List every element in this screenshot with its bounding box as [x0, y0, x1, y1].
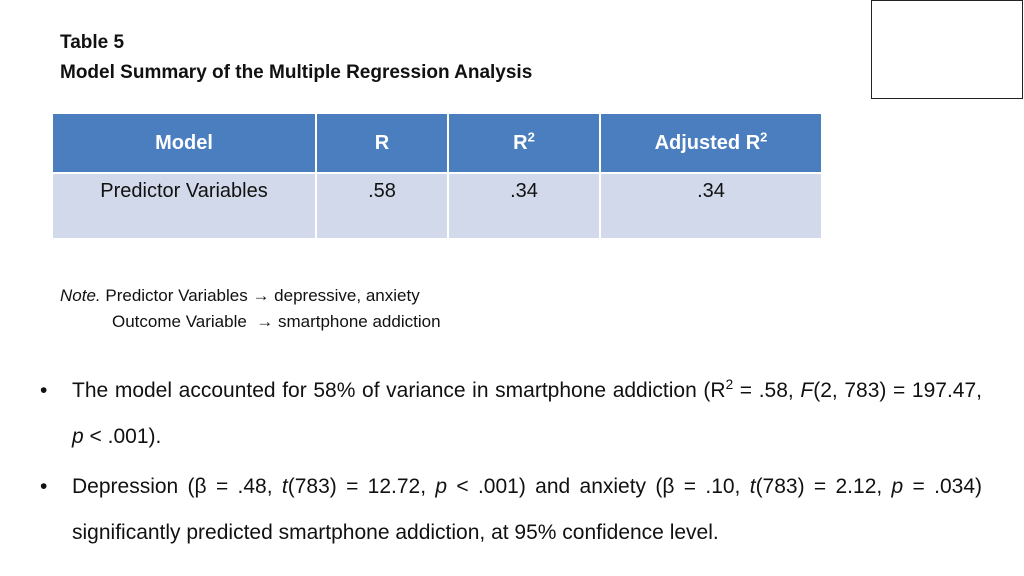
table-caption: Model Summary of the Multiple Regression…: [60, 62, 533, 83]
header-r2: R2: [447, 112, 601, 174]
cell-r: .58: [315, 172, 449, 240]
bullet-list: • The model accounted for 58% of varianc…: [40, 368, 982, 560]
bullet-item-1: • The model accounted for 58% of varianc…: [40, 368, 982, 460]
note-label: Note.: [60, 286, 101, 305]
header-model: Model: [51, 112, 317, 174]
cell-adjusted-r2: .34: [599, 172, 823, 240]
table-number: Table 5: [60, 32, 125, 53]
cell-model: Predictor Variables: [51, 172, 317, 240]
header-adjusted-r2: Adjusted R2: [599, 112, 823, 174]
corner-box: [871, 0, 1023, 99]
bullet-text-2: Depression (β = .48, t(783) = 12.72, p <…: [72, 475, 982, 544]
table-note: Note. Predictor Variables → depressive, …: [60, 283, 441, 335]
bullet-dot: •: [40, 475, 48, 498]
table-header-row: Model R R2 Adjusted R2: [51, 112, 823, 174]
bullet-text-1: The model accounted for 58% of variance …: [72, 377, 994, 448]
note-line-1: Note. Predictor Variables → depressive, …: [60, 286, 420, 305]
model-summary-table: Model R R2 Adjusted R2 Predictor Variabl…: [51, 112, 823, 240]
table-title: Table 5 Model Summary of the Multiple Re…: [60, 28, 532, 88]
cell-r2: .34: [447, 172, 601, 240]
bullet-dot: •: [40, 379, 48, 402]
bullet-item-2: • Depression (β = .48, t(783) = 12.72, p…: [40, 464, 982, 556]
note-line-2: Outcome Variable → smartphone addiction: [112, 312, 441, 331]
header-r: R: [315, 112, 449, 174]
table-row: Predictor Variables .58 .34 .34: [51, 172, 823, 240]
